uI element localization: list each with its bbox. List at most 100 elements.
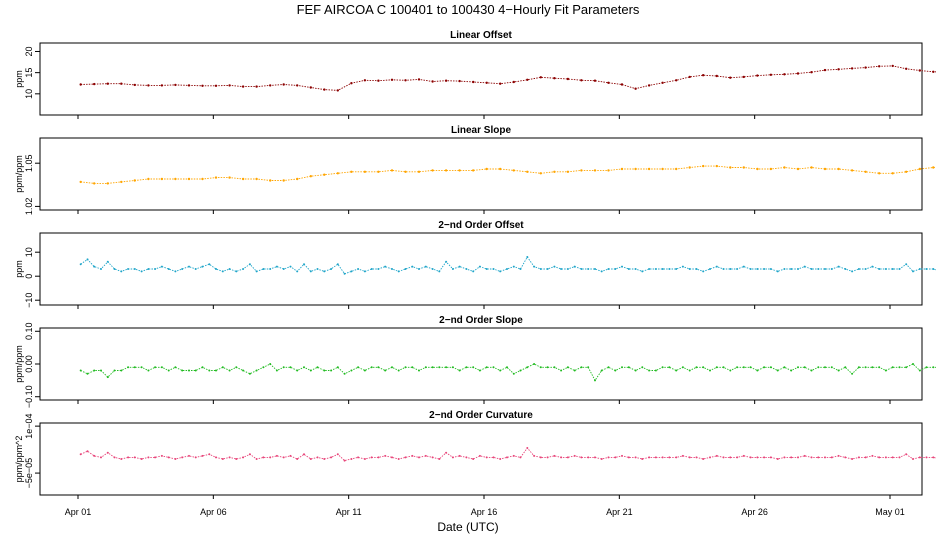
data-point (593, 79, 597, 82)
data-point (749, 268, 752, 270)
data-point (93, 369, 96, 372)
data-point (553, 366, 556, 369)
data-point (336, 366, 339, 369)
data-point (722, 456, 725, 459)
data-point (269, 456, 272, 459)
data-point (526, 366, 529, 369)
data-point (844, 268, 847, 270)
data-point (566, 366, 569, 369)
data-point (215, 268, 217, 270)
data-point (560, 268, 563, 270)
data-point (830, 268, 833, 270)
data-point (208, 263, 211, 266)
data-point (201, 366, 204, 369)
data-point (932, 70, 935, 74)
data-point (174, 458, 177, 460)
data-point (668, 456, 671, 459)
data-point (282, 456, 285, 459)
data-point (303, 453, 305, 456)
data-point (675, 456, 678, 459)
data-point (431, 80, 434, 83)
data-point (140, 366, 143, 369)
data-point (100, 268, 102, 270)
y-tick-label: 20 (24, 46, 34, 56)
data-point (363, 79, 367, 82)
data-point (553, 265, 556, 268)
data-point (181, 456, 184, 459)
data-point (783, 456, 786, 459)
data-point (634, 369, 637, 372)
data-point (133, 366, 136, 369)
data-point (228, 84, 231, 87)
data-point (390, 78, 394, 82)
data-point (120, 270, 123, 273)
data-point (120, 369, 123, 372)
data-point (221, 458, 224, 460)
data-point (654, 369, 657, 372)
data-point (465, 268, 468, 270)
data-point (472, 458, 475, 460)
data-point (350, 170, 353, 173)
data-point (742, 166, 745, 169)
data-point (323, 88, 326, 91)
y-axis-label: ppm/ppm (14, 345, 24, 383)
data-point (154, 456, 157, 459)
data-point (106, 82, 110, 85)
data-point (86, 258, 89, 261)
data-point (539, 366, 542, 369)
data-point (641, 458, 644, 460)
data-point (837, 68, 840, 71)
data-point (79, 83, 82, 86)
data-point (194, 456, 197, 459)
data-point (594, 456, 596, 459)
data-point (661, 268, 664, 270)
data-point (215, 369, 217, 372)
data-point (248, 453, 251, 456)
data-point (363, 170, 367, 173)
x-axis-label: Date (UTC) (437, 520, 498, 534)
data-point (323, 173, 326, 176)
data-point (729, 268, 732, 270)
data-point (769, 73, 773, 77)
data-point (174, 177, 177, 181)
data-point (309, 270, 312, 273)
data-point (648, 369, 651, 372)
y-axis-label: ppm (14, 260, 24, 278)
data-point (472, 366, 475, 369)
data-point (309, 458, 312, 460)
data-point (397, 270, 400, 273)
data-point (472, 169, 475, 172)
data-point (756, 456, 759, 459)
data-point (634, 87, 637, 90)
data-point (309, 86, 312, 89)
data-point (147, 177, 150, 181)
data-point (715, 454, 718, 457)
data-point (675, 268, 678, 270)
data-point (512, 80, 515, 84)
data-point (499, 167, 502, 171)
data-point (160, 265, 163, 268)
data-point (411, 454, 414, 457)
data-point (174, 366, 177, 369)
data-point (194, 369, 197, 372)
data-point (722, 268, 725, 270)
y-tick-label: 0.10 (24, 323, 34, 341)
data-point (485, 268, 488, 270)
data-point (709, 268, 711, 270)
data-point (607, 81, 610, 85)
data-point (512, 169, 515, 172)
data-point (912, 363, 914, 365)
data-point (654, 456, 657, 459)
data-point (147, 268, 150, 270)
data-point (688, 268, 691, 270)
data-point (715, 265, 718, 268)
data-point (661, 366, 664, 369)
panel-frame (39, 422, 923, 496)
data-point (417, 170, 421, 173)
data-point (323, 369, 326, 372)
data-point (214, 84, 218, 88)
data-point (519, 268, 522, 270)
data-point (492, 366, 495, 369)
panel-title: 2−nd Order Curvature (429, 410, 533, 421)
